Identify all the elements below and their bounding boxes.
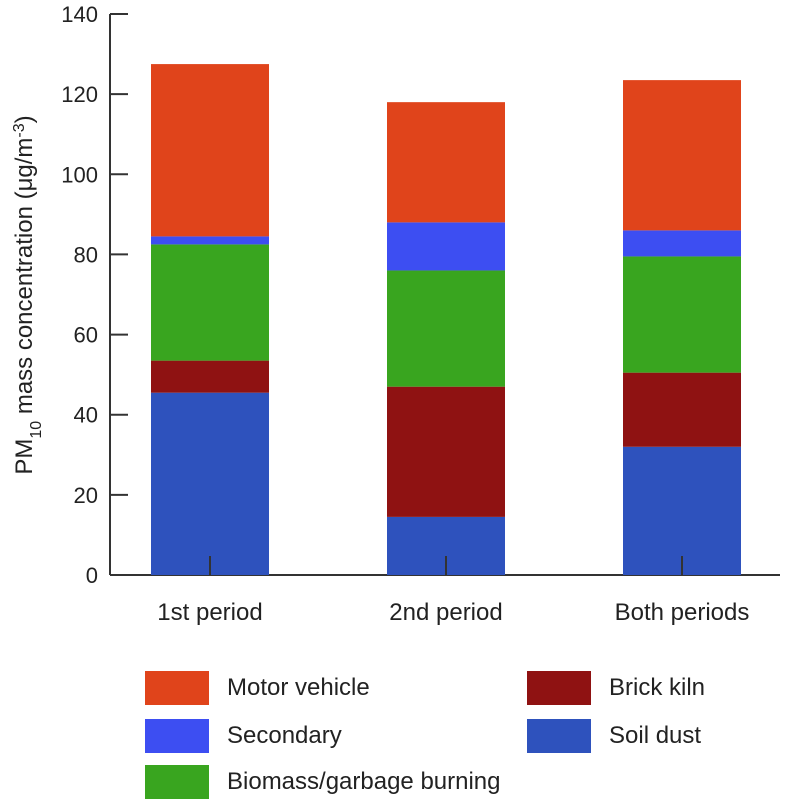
x-tick-label-2nd-period: 2nd period (389, 599, 502, 626)
legend-label-secondary: Secondary (227, 722, 342, 749)
y-ticks: 0 20 40 60 80 100 120 140 (61, 2, 128, 588)
y-tick-label-120: 120 (61, 82, 98, 107)
y-axis-title-prefix: PM (11, 439, 38, 475)
category-labels: 1st period 2nd period Both periods (157, 599, 749, 626)
x-tick-label-1st-period: 1st period (157, 599, 262, 626)
legend-swatch-soil-dust (527, 719, 591, 753)
legend-item-soil-dust: Soil dust (527, 718, 701, 754)
bar-1st-period-brick-kiln (151, 360, 269, 393)
y-axis-title-subscript: 10 (28, 421, 45, 439)
legend-label-brick-kiln: Brick kiln (609, 674, 706, 701)
y-axis-title: PM10 mass concentration (μg/m-3) (11, 115, 45, 474)
legend-swatch-brick-kiln (527, 671, 591, 705)
bar-both-periods-brick-kiln (623, 372, 741, 447)
legend-swatch-biomass-garbage-burning (145, 765, 209, 799)
y-tick-label-40: 40 (74, 403, 98, 428)
bar-2nd-period-secondary (387, 222, 505, 271)
y-tick-label-20: 20 (74, 483, 98, 508)
y-axis-title-middle: mass concentration (μg/m (11, 138, 38, 421)
legend-label-soil-dust: Soil dust (609, 722, 702, 749)
legend-label-motor-vehicle: Motor vehicle (227, 674, 370, 701)
bar-2nd-period-motor-vehicle (387, 102, 505, 223)
y-tick-label-60: 60 (74, 323, 98, 348)
y-tick-label-0: 0 (86, 563, 98, 588)
x-tick-label-both-periods: Both periods (615, 599, 750, 626)
bar-1st-period-biomass-garbage-burning (151, 244, 269, 361)
legend-item-motor-vehicle: Motor vehicle (145, 670, 370, 706)
bar-2nd-period-biomass-garbage-burning (387, 270, 505, 387)
bar-both-periods-secondary (623, 230, 741, 257)
y-axis-title-suffix: ) (11, 115, 38, 123)
bar-both-periods-motor-vehicle (623, 80, 741, 231)
legend-item-biomass-garbage-burning: Biomass/garbage burning (145, 764, 501, 800)
legend-label-biomass-garbage-burning: Biomass/garbage burning (227, 768, 501, 795)
legend-swatch-motor-vehicle (145, 671, 209, 705)
y-axis-title-superscript: -3 (11, 123, 28, 137)
bar-stacks (151, 64, 741, 575)
bar-both-periods-soil-dust (623, 446, 741, 575)
legend-item-secondary: Secondary (145, 718, 342, 754)
legend-swatch-secondary (145, 719, 209, 753)
stacked-bar-chart: 0 20 40 60 80 100 120 140 1st period 2nd period B… (11, 2, 780, 626)
legend-item-brick-kiln: Brick kiln (527, 670, 705, 706)
bar-1st-period-secondary (151, 236, 269, 245)
bar-1st-period-motor-vehicle (151, 64, 269, 237)
bar-both-periods-biomass-garbage-burning (623, 256, 741, 373)
y-tick-label-140: 140 (61, 2, 98, 27)
y-tick-label-80: 80 (74, 242, 98, 267)
bar-1st-period-soil-dust (151, 392, 269, 575)
bar-2nd-period-brick-kiln (387, 386, 505, 517)
category-ticks (209, 556, 683, 575)
y-tick-label-100: 100 (61, 162, 98, 187)
legend: Motor vehicle Secondary Biomass/garbage … (145, 664, 765, 799)
